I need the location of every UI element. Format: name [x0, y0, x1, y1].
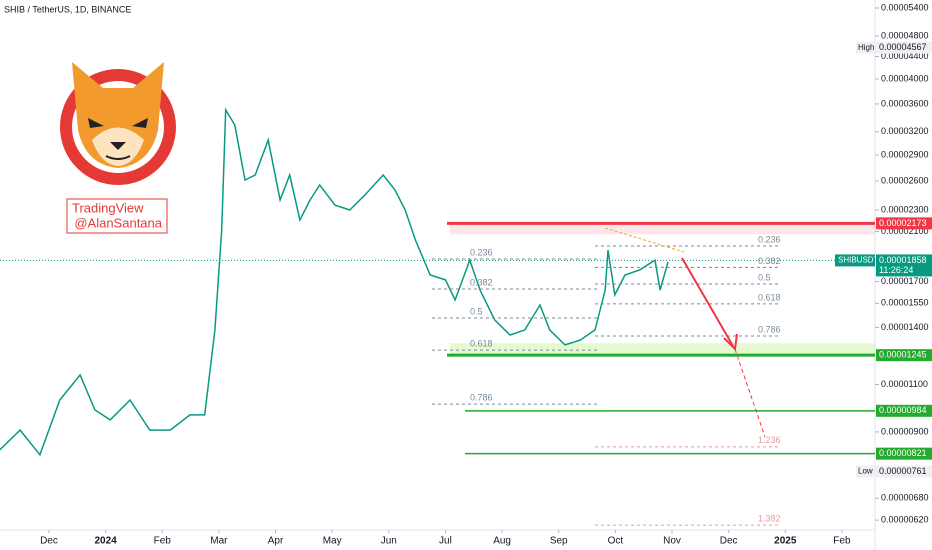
countdown-label: 11:26:24	[879, 265, 913, 275]
x-tick-label: Feb	[154, 536, 172, 547]
price-label-box	[876, 41, 932, 54]
trend-line	[604, 227, 685, 253]
y-tick-label: 0.00005400	[881, 2, 929, 12]
y-tick-label: 0.00001550	[881, 298, 929, 308]
plot	[0, 107, 875, 526]
resistance-zone	[450, 223, 875, 235]
fib-label: 0.786	[470, 393, 493, 403]
y-tick-label: 0.00002100	[881, 226, 929, 236]
fib-label: 0.5	[758, 272, 771, 282]
y-tick-label: 0.00004000	[881, 73, 929, 83]
x-tick-label: Dec	[720, 536, 738, 547]
logo	[60, 62, 176, 185]
y-tick-label: 0.00000620	[881, 514, 929, 524]
price-label-box	[876, 349, 932, 362]
x-tick-label: 2025	[774, 536, 797, 547]
fib-label: 0.236	[758, 234, 781, 244]
price-label: 0.00001245	[879, 350, 927, 360]
x-tick-label: Nov	[663, 536, 681, 547]
x-tick-label: 2024	[95, 536, 118, 547]
logo-mouth	[105, 155, 131, 160]
hl-name-box	[856, 41, 876, 54]
fib-label: 0.382	[758, 256, 781, 266]
price-label-box	[835, 254, 875, 267]
watermark: TradingView	[72, 200, 144, 215]
projection-arrow	[734, 348, 766, 438]
x-tick-label: May	[323, 536, 342, 547]
y-tick-label: 0.00003200	[881, 126, 929, 136]
x-tick-label: Oct	[608, 536, 624, 547]
fib-label: 0.382	[470, 277, 493, 287]
watermark: @AlanSantana	[74, 215, 162, 230]
y-tick-label: 0.00002600	[881, 175, 929, 185]
fib-label: 0.618	[470, 338, 493, 348]
x-tick-label: Sep	[550, 536, 568, 547]
fib-label: 1.236	[758, 435, 781, 445]
price-label-box	[876, 254, 932, 277]
chart-title: SHIB / TetherUS, 1D, BINANCE	[4, 4, 131, 14]
fib-label: 0.5	[470, 306, 483, 316]
y-tick-label: 0.00001700	[881, 276, 929, 286]
y-tick-label: 0.00003600	[881, 98, 929, 108]
x-tick-label: Mar	[210, 536, 228, 547]
logo-eyes	[88, 118, 148, 128]
price-label: 0.00000761	[879, 466, 927, 476]
support-zone	[450, 343, 875, 356]
y-tick-label: 0.00004800	[881, 30, 929, 40]
x-tick-label: Feb	[833, 536, 851, 547]
price-label: 0.00000821	[879, 448, 927, 458]
x-tick-label: Dec	[40, 536, 58, 547]
logo-nose	[110, 142, 126, 150]
hl-name: High	[858, 43, 874, 52]
x-tick-label: Aug	[493, 536, 511, 547]
y-tick-label: 0.00000900	[881, 426, 929, 436]
watermark-box	[66, 198, 168, 234]
price-label-box	[876, 404, 932, 417]
fib-label: 0.618	[758, 292, 781, 302]
y-tick-label: 0.00001100	[881, 379, 928, 389]
hl-name: Low	[858, 467, 873, 476]
x-tick-label: Jun	[381, 536, 397, 547]
y-tick-label: 0.00001400	[881, 322, 929, 332]
symbol-label: SHIBUSDT	[838, 256, 879, 265]
price-label-box	[876, 465, 932, 478]
arrow	[681, 257, 734, 347]
price-label-box	[876, 217, 932, 230]
price-label-box	[876, 447, 932, 460]
price-label: 0.00004567	[879, 42, 927, 52]
x-tick-label: Jul	[439, 536, 452, 547]
price-label: 0.00002173	[879, 218, 927, 228]
price-line	[0, 107, 669, 457]
y-tick-label: 0.00004400	[881, 51, 929, 61]
y-tick-label: 0.00002300	[881, 204, 929, 214]
fib-label: 0.236	[470, 247, 493, 257]
fib-label: 0.786	[758, 324, 781, 334]
fib-label: 1.382	[758, 513, 781, 523]
x-tick-label: Apr	[268, 536, 284, 547]
y-tick-label: 0.00002900	[881, 149, 929, 159]
y-tick-label: 0.00000680	[881, 493, 929, 503]
price-label: 0.00000984	[879, 405, 927, 415]
price-label: 0.00001858	[879, 255, 927, 265]
hl-name-box	[856, 465, 876, 478]
